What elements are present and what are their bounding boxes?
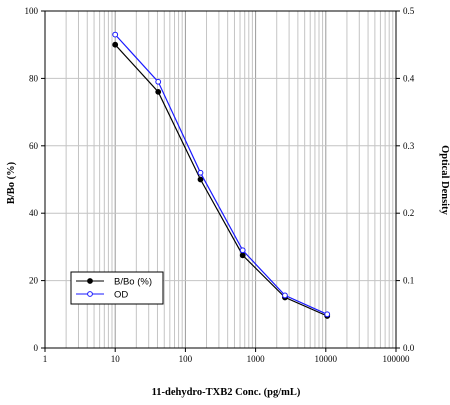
x-tick-label: 1 [43, 354, 48, 364]
data-point-od [239, 247, 246, 254]
data-point-bbo [112, 41, 119, 48]
x-tick-label: 10 [111, 354, 121, 364]
series-line-bbo [114, 44, 328, 317]
legend-marker-od [87, 291, 93, 297]
x-tick-label: 100 [179, 354, 193, 364]
data-point-od [197, 169, 204, 176]
y2-tick-label: 0.1 [403, 276, 414, 286]
series-line-od [114, 34, 328, 315]
plot-frame [44, 10, 397, 349]
y2-tick-label: 0.3 [403, 141, 415, 151]
x-tick-label: 100000 [383, 354, 411, 364]
y-tick-label: 100 [25, 6, 39, 16]
y2-tick-label: 0.0 [403, 343, 415, 353]
legend-label-bbo: B/Bo (%) [114, 277, 152, 288]
y-tick-label: 20 [29, 276, 39, 286]
grid [45, 11, 396, 348]
y-tick-label: 60 [29, 141, 39, 151]
series-layer [112, 31, 331, 319]
y2-tick-label: 0.2 [403, 208, 414, 218]
y2-tick-label: 0.4 [403, 73, 415, 83]
y-tick-label: 40 [29, 208, 39, 218]
y2-tick-label: 0.5 [403, 6, 415, 16]
data-point-od [155, 78, 162, 85]
data-point-bbo [155, 88, 162, 95]
tick-labels: 1 10 100 1000 10000 100000 0 20 40 60 80 100 0.0 0.1 0… [25, 6, 415, 364]
data-point-bbo [197, 176, 204, 183]
y-axis-title: B/Bo (%) [6, 161, 17, 204]
x-tick-label: 10000 [315, 354, 338, 364]
y-tick-label: 0 [34, 343, 39, 353]
legend-marker-bbo [87, 278, 93, 284]
legend-box [70, 271, 164, 305]
legend-label-od: OD [114, 290, 128, 301]
data-point-od [324, 311, 331, 318]
x-axis-title: 11-dehydro-TXB2 Conc. (pg/mL) [152, 387, 301, 398]
legend: B/Bo (%) OD [70, 271, 164, 305]
data-point-od [112, 31, 119, 38]
data-point-od [282, 292, 288, 299]
x-tick-label: 1000 [247, 354, 266, 364]
y2-axis-title: Optical Density [439, 145, 450, 215]
y-tick-label: 80 [29, 73, 39, 83]
data-point-bbo [239, 252, 246, 259]
ticks [41, 10, 400, 352]
